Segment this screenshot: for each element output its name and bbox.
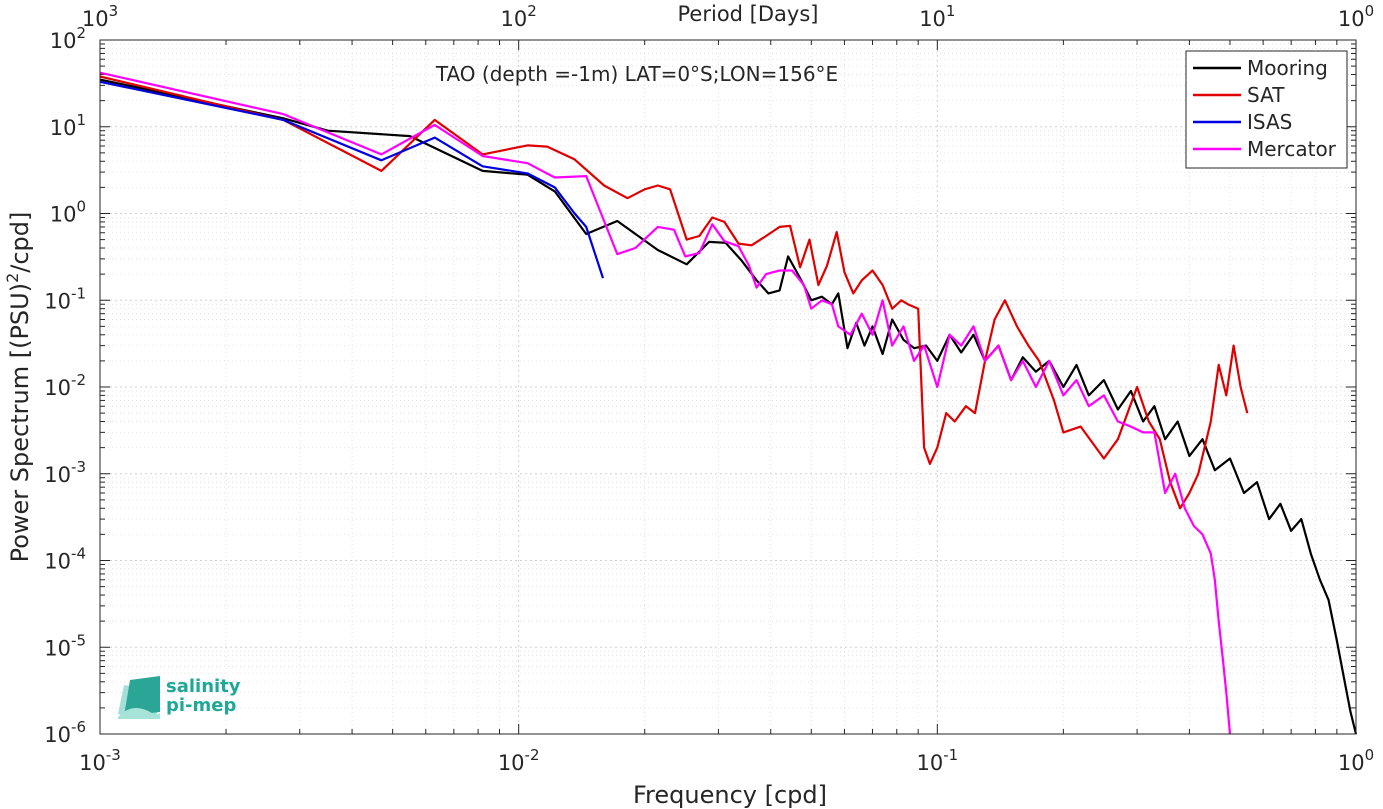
y-tick-label: 101 xyxy=(50,111,86,140)
y-axis-label: Power Spectrum [(PSU)2/cpd] xyxy=(3,212,34,563)
tick-base: 10 xyxy=(44,289,71,313)
y-tick-label: 10-3 xyxy=(44,458,86,487)
tick-base: 10 xyxy=(44,463,71,487)
axis-ticks xyxy=(99,40,1356,735)
tick-exponent: -2 xyxy=(525,746,540,764)
logo-wave-front xyxy=(118,708,160,719)
series-line-isas xyxy=(99,80,605,279)
y-tick-label: 10-6 xyxy=(44,718,86,747)
tick-exponent: -1 xyxy=(943,746,958,764)
tick-base: 10 xyxy=(44,376,71,400)
tick-exponent: -3 xyxy=(106,746,121,764)
tick-exponent: -2 xyxy=(71,371,86,389)
top-axis-label: Period [Days] xyxy=(678,2,819,26)
x-tick-label: 10-3 xyxy=(79,746,121,775)
legend-label-sat: SAT xyxy=(1247,83,1285,107)
tick-base: 10 xyxy=(79,751,106,775)
tick-base: 10 xyxy=(50,116,77,140)
legend-label-mooring: Mooring xyxy=(1247,56,1328,80)
tick-base: 10 xyxy=(1338,7,1365,31)
y-tick-label: 10-5 xyxy=(44,631,86,660)
chart-title: TAO (depth =-1m) LAT=0°S;LON=156°E xyxy=(435,62,838,86)
top-tick-label: 103 xyxy=(82,2,118,31)
tick-exponent: 3 xyxy=(109,2,119,20)
x-tick-label: 100 xyxy=(1338,746,1374,775)
series-line-sat xyxy=(99,75,1249,510)
series-line-mercator xyxy=(99,71,1232,735)
tick-exponent: 1 xyxy=(76,111,86,129)
tick-base: 10 xyxy=(916,751,943,775)
tick-exponent: 2 xyxy=(527,2,537,20)
tick-exponent: 1 xyxy=(946,2,956,20)
plot-frame xyxy=(99,39,1357,735)
x-tick-label: 10-2 xyxy=(498,746,540,775)
top-tick-label: 101 xyxy=(919,2,955,31)
tick-exponent: 2 xyxy=(76,24,86,42)
tick-exponent: 0 xyxy=(76,198,86,216)
tick-base: 10 xyxy=(44,636,71,660)
x-tick-labels: 10-3 10-2 10-1 100 xyxy=(79,746,1374,775)
y-tick-label: 10-2 xyxy=(44,371,86,400)
logo-wave-mid xyxy=(124,676,160,716)
logo-text-salinity: salinity xyxy=(166,676,241,697)
y-axis-label-main: Power Spectrum [(PSU) xyxy=(6,283,34,562)
tick-exponent: -5 xyxy=(71,631,86,649)
tick-exponent: -3 xyxy=(71,458,86,476)
tick-base: 10 xyxy=(50,29,77,53)
tick-exponent: -6 xyxy=(71,718,86,736)
tick-exponent: 0 xyxy=(1365,746,1375,764)
tick-base: 10 xyxy=(1338,751,1365,775)
tick-exponent: -4 xyxy=(71,545,86,563)
x-tick-label: 10-1 xyxy=(916,746,958,775)
salinity-pi-mep-logo: salinity pi-mep xyxy=(118,676,241,719)
tick-exponent: -1 xyxy=(71,284,86,302)
y-tick-label: 102 xyxy=(50,24,86,53)
series-lines xyxy=(99,71,1358,735)
tick-base: 10 xyxy=(50,203,77,227)
tick-base: 10 xyxy=(82,7,109,31)
top-tick-labels: 103 102 101 100 xyxy=(82,2,1374,31)
y-axis-label-tail: /cpd] xyxy=(6,212,34,273)
y-axis-label-sup: 2 xyxy=(3,273,22,283)
legend: Mooring SAT ISAS Mercator xyxy=(1185,50,1348,169)
tick-base: 10 xyxy=(919,7,946,31)
tick-base: 10 xyxy=(44,723,71,747)
y-tick-label: 10-1 xyxy=(44,284,86,313)
top-tick-label: 102 xyxy=(501,2,537,31)
legend-label-isas: ISAS xyxy=(1247,110,1292,134)
series-line-mooring xyxy=(99,78,1358,735)
tick-exponent: 0 xyxy=(1365,2,1375,20)
y-tick-label: 100 xyxy=(50,198,86,227)
x-axis-label: Frequency [cpd] xyxy=(633,781,827,809)
tick-base: 10 xyxy=(498,751,525,775)
legend-label-mercator: Mercator xyxy=(1247,137,1337,161)
logo-text-pimep: pi-mep xyxy=(166,695,236,716)
y-tick-label: 10-4 xyxy=(44,545,86,574)
tick-base: 10 xyxy=(44,550,71,574)
top-tick-label: 100 xyxy=(1338,2,1374,31)
tick-base: 10 xyxy=(501,7,528,31)
